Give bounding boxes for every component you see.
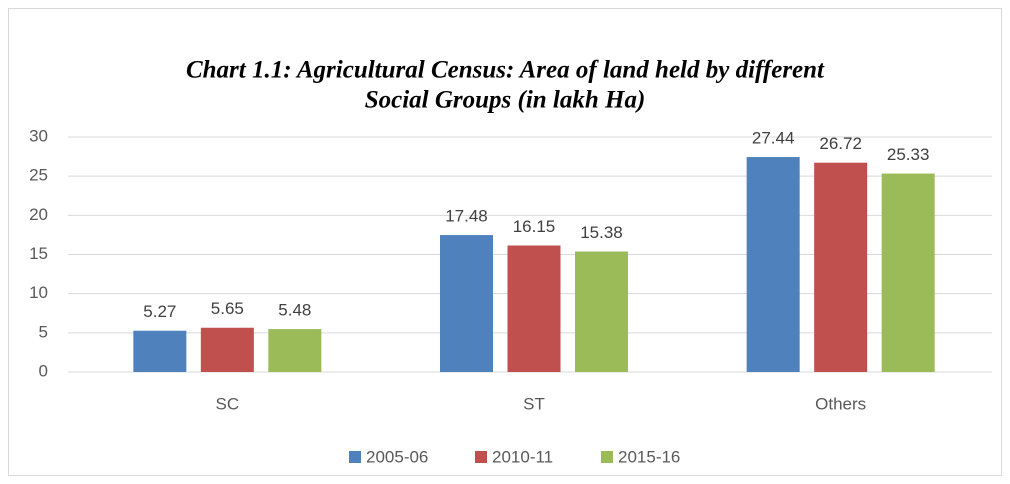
bar [507,245,561,372]
y-tick-label: 10 [29,283,48,302]
y-tick-label: 15 [29,244,48,263]
value-label: 17.48 [445,207,488,226]
legend-label: 2015-16 [618,447,680,466]
value-label: 5.48 [278,301,311,320]
x-tick-label: ST [523,394,545,413]
bar [440,235,493,372]
bar [200,327,254,372]
legend-label: 2010-11 [492,447,553,466]
value-label: 5.65 [211,299,244,318]
value-label: 26.72 [819,134,862,153]
value-label: 15.38 [580,223,623,242]
value-label: 27.44 [752,129,795,148]
y-tick-label: 5 [39,322,48,341]
bar [746,157,800,372]
bar [814,162,868,372]
y-tick-label: 30 [29,126,48,145]
legend-swatch [349,451,361,463]
chart-title: Social Groups (in lakh Ha) [365,87,646,114]
value-label: 16.15 [513,217,556,236]
legend-label: 2005-06 [366,447,428,466]
chart-title: Chart 1.1: Agricultural Census: Area of … [186,57,825,84]
y-tick-label: 20 [29,205,48,224]
bar [268,329,322,372]
value-label: 25.33 [887,145,930,164]
bar [575,251,628,372]
bar [881,173,935,372]
value-label: 5.27 [143,302,176,321]
legend-swatch [601,451,613,463]
legend-swatch [475,451,487,463]
y-tick-label: 0 [39,361,48,380]
x-tick-label: SC [216,394,240,413]
bar [133,330,187,372]
x-tick-label: Others [815,394,866,413]
y-tick-label: 25 [29,166,48,185]
